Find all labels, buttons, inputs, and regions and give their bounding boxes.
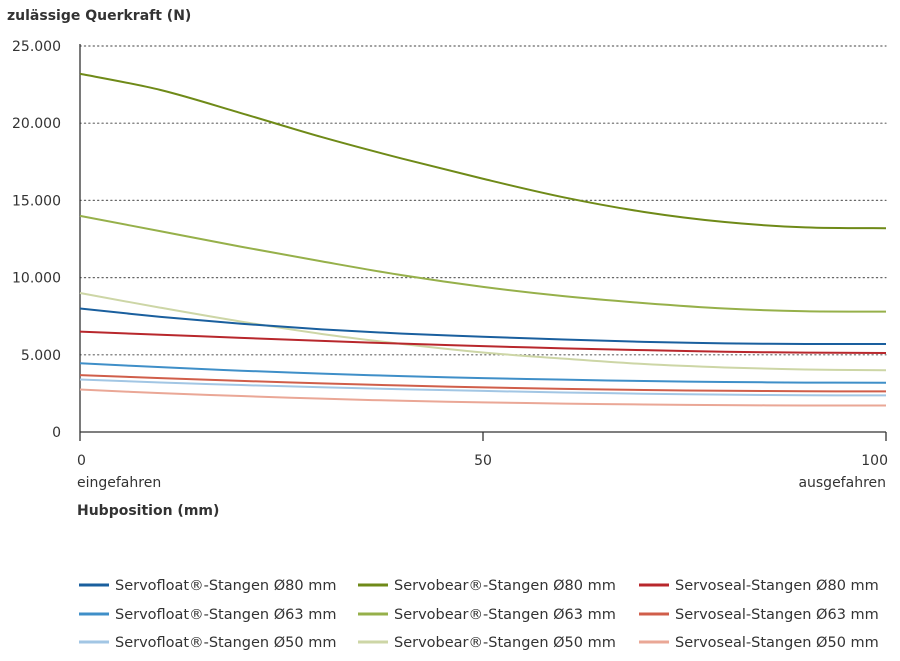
legend-label: Servoseal-Stangen Ø80 mm: [675, 578, 879, 594]
y-tick-label: 25.000: [12, 39, 61, 55]
legend: Servofloat®-Stangen Ø80 mm Servofloat®-St…: [79, 578, 879, 651]
series-line: [79, 330, 887, 354]
legend-label: Servofloat®-Stangen Ø50 mm: [115, 635, 336, 651]
legend-label: Servobear®-Stangen Ø80 mm: [394, 578, 616, 594]
x-tick-labels: 0 50 100: [77, 432, 888, 469]
y-tick-label: 15.000: [12, 193, 61, 209]
series-line: [79, 72, 887, 230]
series-lines: [79, 72, 887, 407]
y-tick-label: 5.000: [21, 348, 61, 364]
gridlines: [79, 45, 887, 356]
legend-label: Servofloat®-Stangen Ø80 mm: [115, 578, 336, 594]
series-line: [79, 374, 887, 393]
x-tick-label: 50: [474, 453, 492, 469]
series-line: [79, 388, 887, 407]
x-tick-label: 0: [77, 453, 86, 469]
x-start-label: eingefahren: [77, 475, 161, 491]
series-line: [79, 378, 887, 397]
x-tick-label: 100: [861, 453, 888, 469]
x-axis-title: Hubposition (mm): [77, 503, 219, 519]
series-line: [79, 214, 887, 313]
legend-label: Servobear®-Stangen Ø63 mm: [394, 607, 616, 623]
x-end-label: ausgefahren: [798, 475, 886, 491]
series-line: [79, 292, 887, 372]
series-line: [79, 362, 887, 384]
legend-label: Servoseal-Stangen Ø63 mm: [675, 607, 879, 623]
legend-label: Servofloat®-Stangen Ø63 mm: [115, 607, 336, 623]
y-tick-label: 0: [52, 425, 61, 441]
legend-label: Servobear®-Stangen Ø50 mm: [394, 635, 616, 651]
y-tick-labels: 0 5.000 10.000 15.000 20.000 25.000: [12, 39, 61, 441]
legend-label: Servoseal-Stangen Ø50 mm: [675, 635, 879, 651]
y-axis-title: zulässige Querkraft (N): [7, 8, 191, 24]
y-tick-label: 20.000: [12, 116, 61, 132]
series-line: [79, 307, 887, 346]
y-tick-label: 10.000: [12, 271, 61, 287]
